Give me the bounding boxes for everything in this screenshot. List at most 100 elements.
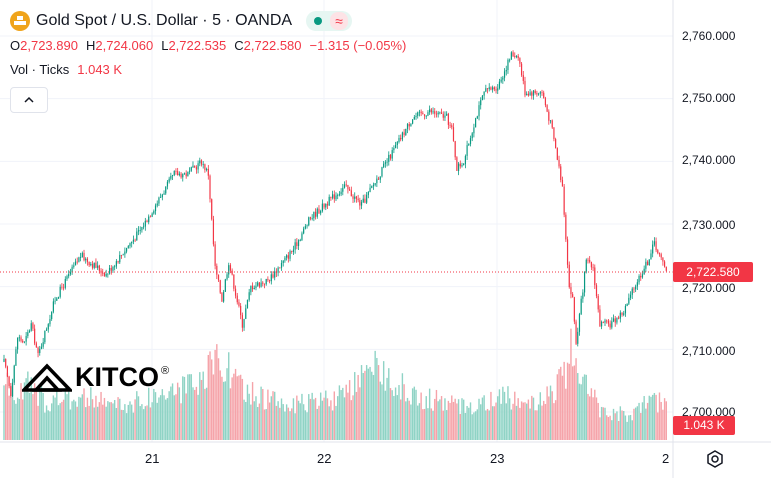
candle-body — [645, 261, 647, 269]
volume-bar — [582, 376, 584, 440]
candle-body — [655, 241, 657, 251]
candle-body — [177, 171, 179, 176]
candle-body — [71, 266, 73, 273]
candle-body — [187, 171, 189, 177]
candle-body — [265, 278, 267, 285]
candle-body — [144, 220, 146, 227]
candle-body — [28, 330, 31, 333]
symbol-title[interactable]: Gold Spot / U.S. Dollar · 5 · OANDA — [36, 12, 293, 29]
candle-body — [86, 258, 89, 262]
candle-body — [580, 298, 582, 315]
candle-body — [495, 89, 497, 91]
candle-body — [188, 170, 191, 172]
volume-bar — [621, 410, 623, 440]
candle-body — [391, 150, 393, 159]
candle-body — [17, 337, 19, 350]
candle-body — [246, 299, 249, 309]
candle-body — [662, 257, 664, 262]
volume-bar — [587, 393, 589, 440]
candle-body — [512, 52, 514, 57]
candle-body — [532, 90, 535, 96]
candle-body — [108, 267, 111, 274]
candle-body — [454, 141, 456, 158]
volume-bar — [619, 406, 622, 440]
collapse-legend-button[interactable] — [10, 87, 48, 113]
volume-bar — [444, 398, 446, 440]
candle-body — [13, 365, 15, 383]
candle-body — [173, 171, 175, 176]
volume-bar — [193, 389, 196, 440]
volume-bar — [437, 401, 439, 440]
candle-body — [136, 231, 138, 241]
volume-bar — [233, 373, 235, 440]
candle-body — [456, 157, 458, 171]
volume-bar — [280, 398, 283, 440]
volume-bar — [83, 388, 85, 440]
candle-body — [313, 211, 315, 219]
volume-bar — [258, 403, 261, 440]
candle-body — [589, 260, 591, 262]
candle-body — [325, 203, 327, 208]
candle-body — [355, 196, 358, 199]
volume-bar — [23, 382, 26, 440]
candle-body — [3, 358, 5, 362]
candle-body — [238, 302, 240, 306]
candle-body — [223, 291, 225, 302]
y-tick-label: 2,740.000 — [682, 153, 736, 167]
candle-body — [555, 139, 557, 149]
candle-body — [299, 239, 301, 241]
candle-body — [335, 195, 337, 200]
volume-bar — [634, 407, 637, 440]
candle-body — [117, 261, 119, 263]
candle-body — [93, 262, 95, 268]
market-status-pill[interactable]: ≈ — [306, 11, 352, 31]
candle-body — [607, 320, 610, 324]
volume-bar — [335, 405, 337, 440]
volume-bar — [490, 391, 492, 440]
volume-bar — [241, 378, 244, 440]
candle-body — [195, 167, 197, 170]
volume-bar — [96, 406, 99, 440]
volume-bar — [439, 399, 441, 440]
volume-bar — [660, 401, 662, 440]
candle-body — [185, 173, 187, 177]
volume-bar — [311, 392, 313, 440]
volume-bar — [136, 391, 138, 440]
candle-body — [91, 263, 94, 268]
volume-bar — [285, 404, 288, 440]
volume-bar — [590, 388, 593, 440]
volume-bar — [163, 395, 165, 440]
volume-bar — [558, 369, 560, 440]
y-tick-label: 2,710.000 — [682, 344, 736, 358]
candle-body — [408, 124, 410, 127]
candle-body — [604, 320, 606, 323]
candle-body — [618, 317, 620, 319]
candle-body — [566, 239, 569, 265]
volume-bar — [604, 407, 606, 440]
candle-body — [23, 341, 26, 343]
volume-bar — [543, 400, 545, 440]
volume-bar — [76, 406, 78, 440]
candle-body — [481, 95, 484, 101]
candle-body — [105, 273, 107, 277]
volume-bar — [185, 393, 187, 440]
volume-bar — [422, 409, 424, 440]
candle-body — [379, 176, 381, 180]
candle-body — [427, 112, 429, 116]
volume-bar — [428, 388, 431, 440]
high-value: 2,724.060 — [95, 38, 154, 53]
candle-body — [641, 274, 644, 278]
volume-bar — [296, 395, 298, 440]
volume-bar — [205, 387, 208, 440]
volume-bar — [86, 397, 89, 440]
volume-bar — [107, 401, 109, 440]
volume-bar — [117, 397, 119, 440]
volume-bar — [614, 413, 616, 440]
volume-bar — [289, 411, 291, 440]
volume-bar — [364, 370, 366, 440]
settings-icon[interactable] — [705, 449, 725, 469]
volume-bar — [187, 374, 189, 440]
volume-bar — [113, 400, 116, 440]
candle-body — [240, 305, 242, 316]
